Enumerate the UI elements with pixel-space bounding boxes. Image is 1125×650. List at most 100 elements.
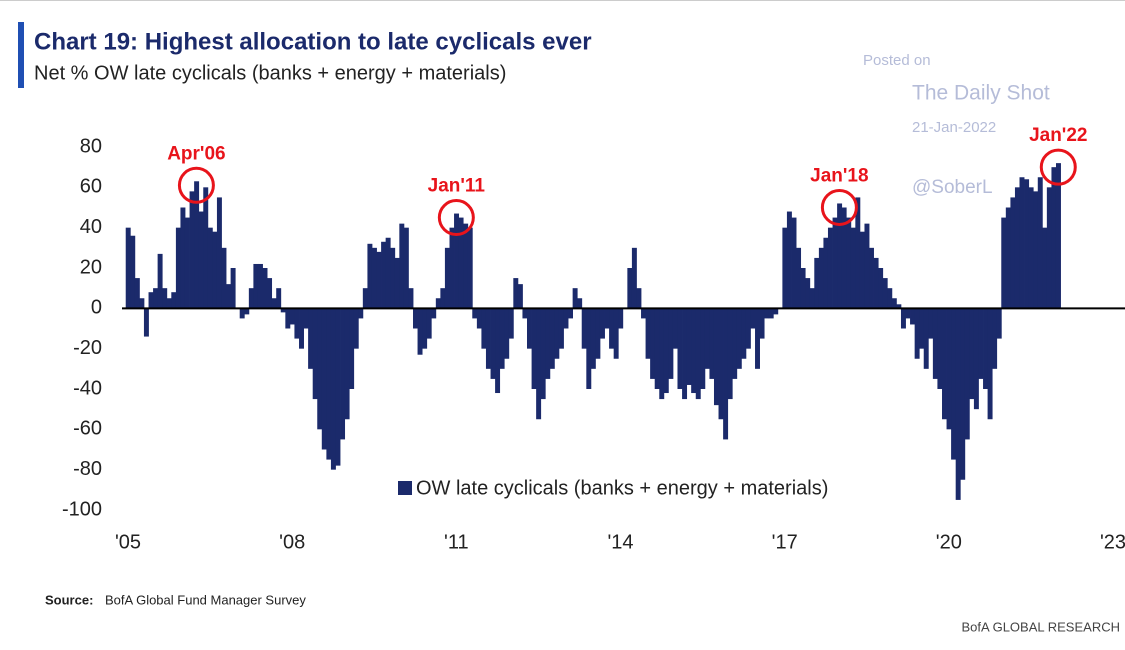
bar: [536, 308, 542, 420]
bar: [1010, 197, 1016, 309]
bar: [736, 308, 742, 369]
bar: [417, 308, 423, 355]
bar: [157, 253, 163, 309]
bar: [873, 257, 879, 309]
bar: [526, 308, 532, 349]
bar: [709, 308, 715, 379]
bar: [891, 298, 897, 309]
bar: [663, 308, 669, 394]
bar: [791, 217, 797, 309]
bar: [184, 217, 190, 309]
bar: [1037, 177, 1043, 309]
title-accent: [18, 22, 24, 88]
bar: [686, 308, 692, 385]
x-tick-label: '17: [772, 531, 798, 553]
bar: [964, 308, 970, 440]
y-tick-label: 0: [91, 297, 102, 319]
legend-label: OW late cyclicals (banks + energy + mate…: [416, 477, 828, 499]
bar: [928, 308, 934, 339]
bar: [969, 308, 975, 400]
bar: [467, 227, 473, 309]
bar: [531, 308, 537, 389]
bar: [923, 308, 929, 369]
annotation-circle: [1039, 148, 1077, 186]
bar: [704, 308, 710, 369]
bar: [887, 288, 893, 309]
bar: [476, 308, 482, 329]
annotation-label: Jan'22: [1029, 125, 1087, 146]
bar: [549, 308, 555, 369]
bar: [782, 227, 788, 309]
bar: [800, 268, 806, 309]
bar: [937, 308, 943, 389]
bar: [745, 308, 751, 349]
bar: [499, 308, 505, 369]
bar: [358, 308, 364, 319]
bar: [755, 308, 760, 369]
bar: [978, 308, 984, 379]
bar: [130, 235, 136, 309]
bar: [1001, 217, 1007, 309]
y-tick-label: -40: [73, 377, 102, 399]
bar: [390, 247, 396, 309]
watermark: 21-Jan-2022: [912, 119, 996, 136]
bar: [832, 217, 838, 309]
annotation-circle: [820, 188, 858, 226]
bar: [508, 308, 514, 339]
bar: [960, 308, 966, 480]
bar: [326, 308, 332, 460]
bar: [905, 308, 911, 319]
bar: [650, 308, 656, 379]
bar: [444, 247, 450, 309]
bar: [271, 298, 277, 309]
bar: [267, 278, 273, 309]
bar: [189, 191, 195, 309]
y-tick-label: 20: [80, 256, 102, 278]
bar: [942, 308, 947, 420]
bar: [869, 247, 874, 309]
source: BofA Global Fund Manager Survey: [105, 592, 306, 607]
bar: [818, 247, 824, 309]
bar: [732, 308, 738, 379]
bar: [882, 278, 888, 309]
bar: [1014, 187, 1020, 309]
bar: [727, 308, 733, 400]
bar: [914, 308, 920, 359]
bar: [814, 257, 820, 309]
y-tick-label: -100: [62, 498, 102, 520]
bar: [463, 223, 469, 309]
bar: [859, 231, 865, 309]
bar: [1046, 187, 1052, 309]
x-tick-label: '05: [115, 531, 141, 553]
bar: [1051, 167, 1057, 309]
bar: [353, 308, 359, 349]
bar: [203, 187, 209, 309]
bar: [996, 308, 1002, 339]
bar: [285, 308, 291, 329]
bar: [426, 308, 432, 339]
bar: [718, 308, 724, 420]
bar: [900, 308, 906, 329]
x-tick-label: '23: [1100, 531, 1125, 553]
bar: [194, 181, 200, 309]
x-tick-label: '20: [936, 531, 962, 553]
bar: [983, 308, 989, 389]
bar: [490, 308, 496, 379]
bar: [495, 308, 501, 394]
bar: [586, 308, 592, 389]
bar: [385, 237, 391, 309]
bar: [713, 308, 719, 406]
bar: [677, 308, 683, 389]
bar: [572, 288, 578, 309]
annotation-circle: [177, 166, 215, 204]
bar: [855, 197, 861, 309]
bar: [809, 288, 815, 309]
bar: [362, 288, 368, 309]
bar: [659, 308, 665, 400]
bar: [381, 241, 387, 309]
bar: [613, 308, 619, 359]
bar: [422, 308, 428, 349]
bar: [595, 308, 601, 359]
bar: [413, 308, 418, 329]
